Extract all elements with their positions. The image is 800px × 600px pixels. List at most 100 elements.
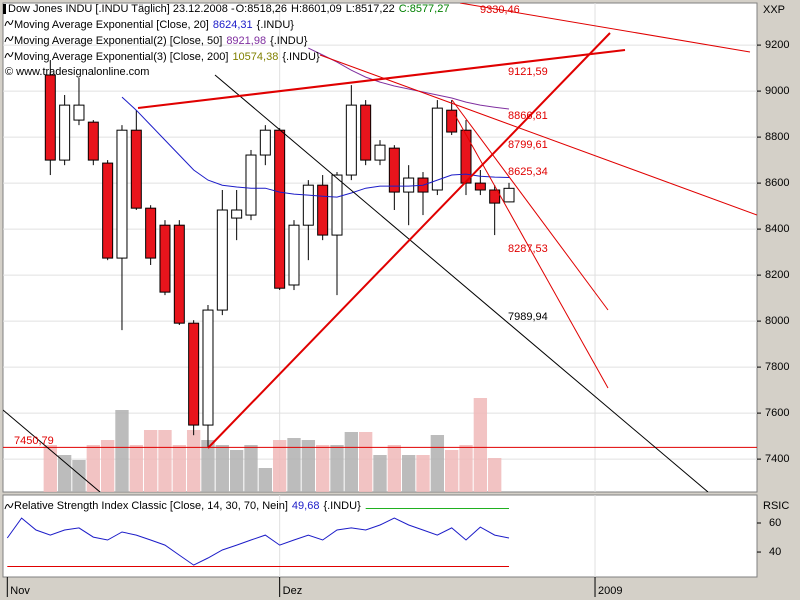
y-tick-label: 7600	[765, 407, 789, 419]
legend-value: 8624,31	[213, 19, 253, 31]
candle-body	[317, 184, 329, 236]
volume-bar	[100, 440, 115, 492]
volume-bar	[57, 455, 72, 492]
y-axis-label: RSIC	[763, 500, 789, 512]
legend-value: 8921,98	[226, 35, 266, 47]
candle-body	[331, 174, 343, 236]
candle-body	[446, 109, 458, 133]
legend-icon	[4, 35, 14, 43]
y-tick-label: 9000	[765, 85, 789, 97]
legend-name: Relative Strength Index Classic [Close, …	[14, 500, 288, 512]
candle-body	[87, 121, 99, 161]
volume-bar	[301, 440, 315, 492]
volume-bar	[373, 455, 387, 492]
legend-suffix: {.INDU}	[270, 35, 308, 47]
volume-bar	[43, 445, 57, 492]
candle-body	[44, 74, 56, 161]
legend-icon	[4, 51, 14, 59]
candle-body	[503, 187, 515, 203]
candle-body	[73, 104, 85, 121]
trend-line	[319, 54, 757, 216]
volume-bar	[459, 445, 473, 492]
trend-line	[454, 114, 609, 389]
volume-bar	[402, 455, 416, 492]
rsi-line	[6, 517, 510, 566]
volume-bar	[430, 435, 445, 492]
y-axis-label: XXP	[763, 4, 785, 16]
candle-body	[116, 129, 128, 259]
volume-bar	[201, 440, 215, 492]
legend-value: 10574,38	[232, 51, 278, 63]
legend-icon	[4, 19, 14, 27]
candle-body	[345, 104, 357, 176]
header-marker	[3, 4, 6, 14]
candle-body	[102, 162, 114, 259]
volume-bar	[445, 450, 459, 492]
ohlc-label: O:8518,26	[236, 3, 287, 15]
legend-name: Moving Average Exponential(2) [Close, 50…	[14, 35, 222, 47]
annotation-label: 7450,79	[14, 435, 54, 447]
legend-entry: Moving Average Exponential(2) [Close, 50…	[14, 35, 308, 47]
x-tick-label: Dez	[283, 585, 303, 597]
ohlc-label: C:8577,27	[399, 3, 450, 15]
volume-bar	[344, 432, 358, 492]
candle-body	[360, 104, 372, 161]
annotation-label: 8799,61	[508, 139, 548, 151]
candle-body	[302, 184, 314, 226]
legend-name: Moving Average Exponential(3) [Close, 20…	[14, 51, 228, 63]
volume-bar	[258, 468, 272, 492]
candle-body	[259, 129, 271, 156]
x-tick-label: 2009	[598, 585, 622, 597]
candle-body	[145, 207, 157, 259]
legend-entry: Moving Average Exponential [Close, 20] 86…	[14, 19, 294, 31]
legend-suffix: {.INDU}	[257, 19, 295, 31]
volume-bar	[244, 445, 258, 492]
volume-bar	[158, 430, 172, 492]
x-tick-label: Nov	[10, 585, 30, 597]
candle-body	[460, 129, 472, 184]
candle-body	[231, 209, 243, 219]
volume-bar	[72, 460, 86, 492]
moving-average-line	[121, 96, 510, 198]
trend-line	[207, 32, 611, 449]
annotation-label: 9121,59	[508, 66, 548, 78]
trend-line	[214, 74, 709, 492]
trend-line	[451, 99, 609, 311]
volume-bar	[272, 440, 287, 492]
volume-bar	[143, 430, 158, 492]
candle-body	[431, 107, 443, 191]
header-title: Dow Jones INDU [.INDU Täglich] 23.12.200…	[8, 3, 235, 15]
legend-entry: Relative Strength Index Classic [Close, …	[14, 500, 361, 512]
y-tick-label: 40	[769, 546, 781, 558]
candle-body	[489, 189, 501, 204]
y-tick-label: 8200	[765, 269, 789, 281]
legend-name: Moving Average Exponential [Close, 20]	[14, 19, 209, 31]
candle-body	[474, 182, 486, 191]
candle-body	[130, 129, 142, 209]
volume-bar	[129, 445, 143, 492]
ohlc-label: L:8517,22	[346, 3, 395, 15]
ohlc-label: H:8601,09	[291, 3, 342, 15]
legend-icon	[4, 502, 14, 510]
y-tick-label: 7400	[765, 453, 789, 465]
annotation-label: 8287,53	[508, 243, 548, 255]
trend-lines	[3, 3, 757, 492]
trend-line	[137, 49, 626, 109]
header: Dow Jones INDU [.INDU Täglich] 23.12.200…	[8, 3, 449, 15]
volume-bar	[172, 445, 186, 492]
moving-average-line	[308, 47, 510, 110]
price-plot	[3, 3, 757, 492]
candle-body	[374, 144, 386, 161]
legend-suffix: {.INDU}	[323, 500, 361, 512]
y-tick-label: 9200	[765, 39, 789, 51]
candle-body	[59, 104, 71, 161]
volume-bar	[287, 438, 301, 492]
candle-body	[274, 129, 286, 289]
trend-line	[3, 409, 101, 492]
candle-body	[388, 147, 400, 193]
candle-body	[403, 177, 415, 193]
rsi-plot	[6, 495, 596, 577]
legend-value: 49,68	[292, 500, 320, 512]
volume-bar	[330, 445, 344, 492]
y-tick-label: 8400	[765, 223, 789, 235]
